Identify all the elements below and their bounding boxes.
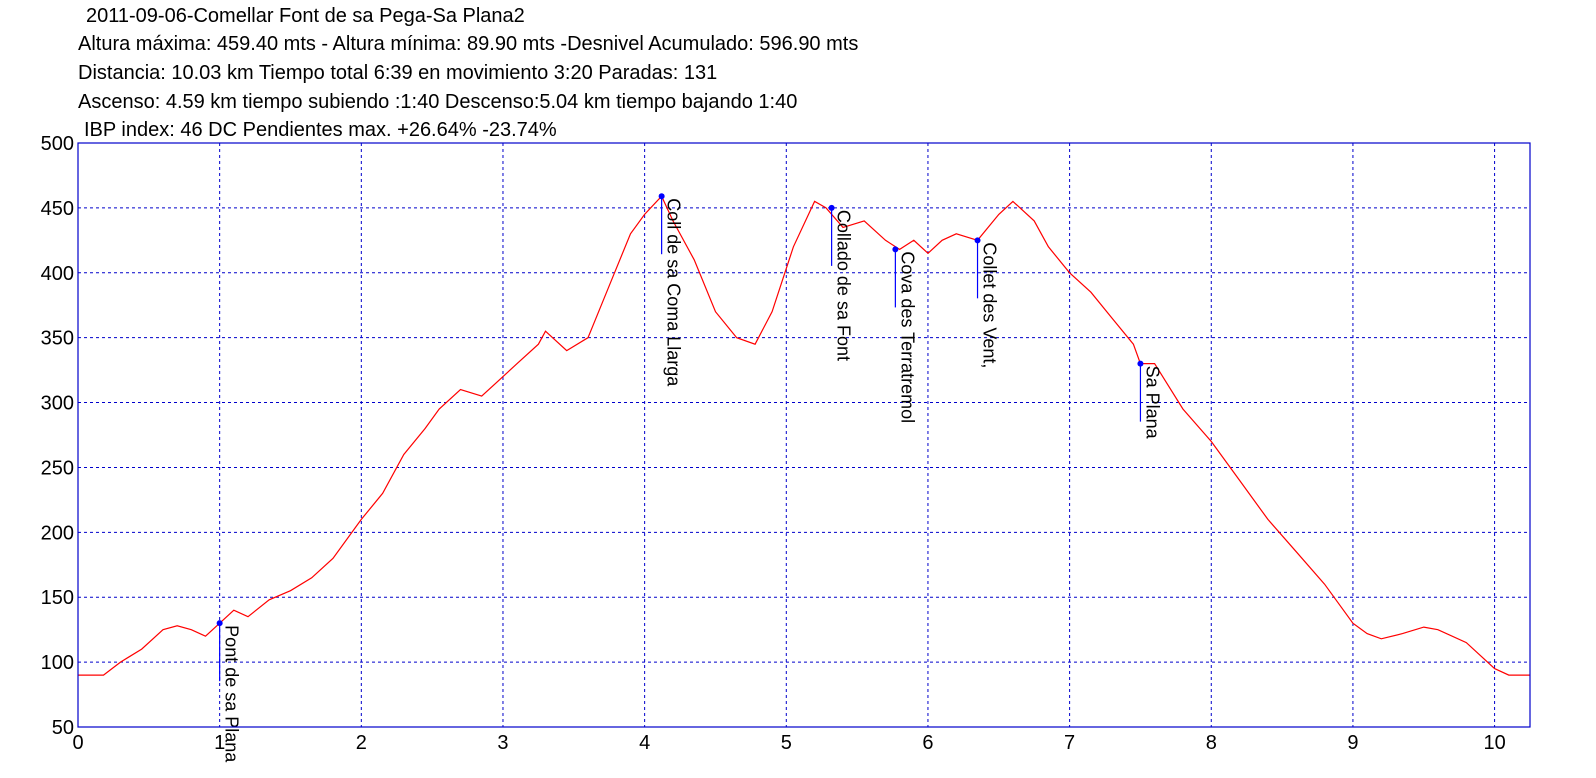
x-tick-label: 8 [1206, 732, 1217, 754]
waypoint-label: Collado de sa Font [834, 210, 854, 361]
waypoint: Collet des Vent, [974, 237, 1000, 368]
waypoint-dot [216, 620, 223, 627]
grid [78, 143, 1530, 727]
x-tick-label: 3 [497, 732, 508, 754]
x-tick-label: 10 [1483, 732, 1505, 754]
x-tick-label: 0 [72, 732, 83, 754]
y-tick-label: 500 [41, 133, 74, 155]
stats-ascent: Ascenso: 4.59 km tiempo subiendo :1:40 D… [78, 91, 798, 113]
waypoint: Collado de sa Font [828, 204, 854, 361]
waypoint-label: Collet des Vent, [980, 242, 1000, 368]
waypoint-label: Pont de sa Plana [222, 625, 242, 763]
x-tick-label: 2 [356, 732, 367, 754]
x-tick-label: 1 [214, 732, 225, 754]
waypoint-dot [974, 237, 981, 244]
x-tick-label: 6 [922, 732, 933, 754]
x-tick-label: 7 [1064, 732, 1075, 754]
x-tick-label: 5 [781, 732, 792, 754]
y-tick-label: 250 [41, 457, 74, 479]
y-tick-label: 300 [41, 393, 74, 415]
y-tick-label: 450 [41, 198, 74, 220]
x-tick-label: 4 [639, 732, 650, 754]
x-tick-label: 9 [1347, 732, 1358, 754]
waypoint: Cova des Terratremol [892, 246, 917, 423]
y-tick-label: 100 [41, 652, 74, 674]
y-tick-label: 350 [41, 328, 74, 350]
stats-ibp: IBP index: 46 DC Pendientes max. +26.64%… [84, 119, 557, 141]
y-tick-label: 50 [52, 717, 74, 739]
waypoints: Pont de sa Plana Coll de sa Coma Llarga Co… [216, 193, 1162, 763]
waypoint-dot [828, 204, 835, 211]
waypoint-dot [1137, 360, 1144, 367]
axis-ticks: 0 1 2 3 4 5 6 7 8 9 10 50 100 150 200 250 300 350 400 450 50… [41, 133, 1506, 754]
chart-title: 2011-09-06-Comellar Font de sa Pega-Sa P… [86, 5, 525, 27]
waypoint-label: Coll de sa Coma Llarga [664, 198, 684, 387]
stats-altitude: Altura máxima: 459.40 mts - Altura mínim… [78, 33, 859, 55]
y-tick-label: 150 [41, 587, 74, 609]
waypoint: Coll de sa Coma Llarga [658, 193, 684, 387]
y-tick-label: 400 [41, 263, 74, 285]
waypoint: Pont de sa Plana [216, 620, 242, 763]
waypoint-dot [892, 246, 899, 253]
waypoint-dot [658, 193, 665, 200]
waypoint: Sa Plana [1137, 360, 1162, 440]
waypoint-label: Sa Plana [1142, 366, 1162, 440]
plot-frame [77, 142, 1531, 728]
elevation-profile-line [78, 195, 1530, 676]
stats-distance: Distancia: 10.03 km Tiempo total 6:39 en… [78, 62, 718, 84]
waypoint-label: Cova des Terratremol [897, 251, 917, 423]
y-tick-label: 200 [41, 522, 74, 544]
